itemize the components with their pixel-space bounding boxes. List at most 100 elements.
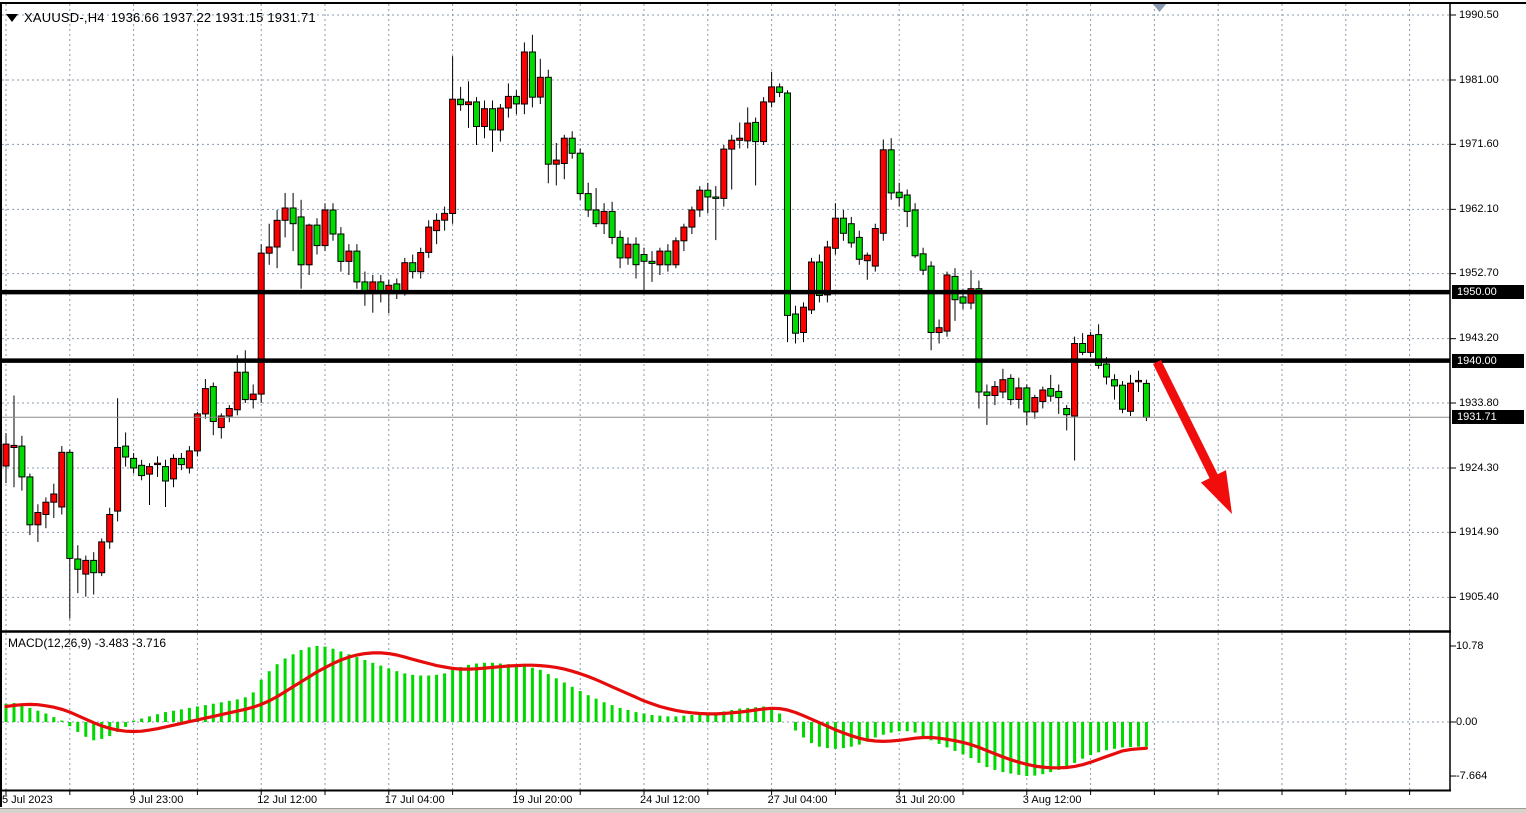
- candle-bear: [457, 98, 465, 106]
- candle-bear: [1095, 334, 1103, 366]
- candle-bear: [975, 288, 983, 393]
- trend-arrow-shaft[interactable]: [1152, 360, 1222, 485]
- candle-bull: [185, 450, 193, 469]
- candle-bull: [656, 250, 664, 266]
- macd-histogram-bar: [323, 646, 327, 722]
- candle-bull: [321, 209, 329, 247]
- macd-histogram-bar: [770, 707, 774, 722]
- macd-indicator-label: MACD(12,26,9) -3.483 -3.716: [8, 636, 167, 650]
- candle-bull: [943, 274, 951, 332]
- macd-histogram-bar: [810, 722, 813, 744]
- macd-histogram-bar: [267, 671, 271, 722]
- macd-signal-line: [4, 651, 1149, 770]
- macd-histogram-bar: [921, 722, 925, 737]
- chart-title: XAUUSD-,H4 1936.66 1937.22 1931.15 1931.…: [6, 10, 316, 25]
- macd-histogram-bar: [363, 660, 367, 722]
- macd-histogram-bar: [203, 705, 207, 722]
- candle-bull: [688, 209, 696, 228]
- macd-histogram-bar: [762, 706, 766, 722]
- candles-layer: [2, 34, 1150, 619]
- macd-histogram-bar: [522, 666, 526, 722]
- candle-bear: [664, 250, 672, 266]
- candle-bear: [911, 209, 919, 257]
- macd-histogram-bar: [1144, 722, 1148, 747]
- candle-bull: [744, 122, 752, 142]
- macd-histogram-bar: [1097, 722, 1101, 753]
- macd-histogram-bar: [722, 711, 726, 722]
- macd-histogram-bar: [953, 722, 957, 751]
- grid-layer: [2, 4, 1450, 790]
- time-tick-label: 17 Jul 04:00: [384, 794, 445, 806]
- macd-histogram-bar: [4, 703, 8, 722]
- bottom-frame-strip: [0, 808, 1526, 813]
- candle-bear: [632, 243, 640, 266]
- macd-histogram-bar: [1105, 722, 1108, 751]
- trend-arrow-head[interactable]: [1200, 470, 1232, 514]
- candle-bull: [760, 101, 768, 143]
- macd-histogram-bar: [12, 703, 16, 722]
- macd-histogram-bar: [977, 722, 981, 763]
- candle-bull: [624, 243, 632, 259]
- macd-histogram-bar: [794, 722, 797, 731]
- macd-histogram-bar: [275, 664, 279, 722]
- macd-histogram-bar: [435, 674, 439, 722]
- candle-bull: [281, 207, 289, 221]
- macd-histogram-bar: [817, 722, 821, 747]
- macd-histogram-bar: [714, 712, 718, 722]
- candle-bull: [249, 393, 257, 401]
- candle-bull: [871, 228, 879, 267]
- candle-bear: [130, 457, 138, 469]
- macd-histogram-bar: [674, 716, 678, 722]
- candle-bear: [473, 101, 480, 128]
- candle-bull: [114, 447, 122, 512]
- candle-bear: [640, 254, 648, 262]
- macd-histogram-bar: [594, 698, 598, 722]
- macd-histogram-bar: [259, 679, 263, 722]
- macd-histogram-bar: [610, 705, 614, 722]
- candle-bear: [241, 371, 249, 401]
- candle-bull: [728, 139, 736, 150]
- candle-bull: [417, 252, 425, 273]
- macd-histogram-bar: [1017, 722, 1021, 775]
- macd-histogram-bar: [873, 722, 877, 738]
- macd-histogram-bar: [993, 722, 997, 770]
- candle-bull: [401, 262, 409, 292]
- candle-bear: [337, 233, 345, 262]
- macd-histogram-bar: [379, 665, 383, 722]
- price-tick-label: 1933.80: [1459, 396, 1499, 409]
- candle-bear: [616, 236, 624, 259]
- macd-histogram-bar: [1121, 722, 1124, 748]
- candle-bull: [345, 250, 353, 262]
- macd-histogram-bar: [658, 715, 662, 722]
- candle-bull: [425, 226, 433, 253]
- macd-histogram: [4, 646, 1148, 776]
- macd-histogram-bar: [825, 722, 829, 749]
- price-tick-label: 1971.60: [1459, 137, 1499, 150]
- macd-histogram-bar: [419, 675, 423, 722]
- candle-bear: [895, 191, 903, 199]
- candle-bull: [672, 240, 680, 266]
- candle-bull: [273, 219, 281, 248]
- macd-histogram-bar: [746, 707, 750, 722]
- candle-bull: [449, 98, 457, 214]
- candle-bull: [481, 108, 488, 127]
- candle-bull: [2, 443, 10, 467]
- macd-histogram-bar: [570, 686, 574, 723]
- price-tick-label: 1943.20: [1459, 332, 1499, 345]
- candle-bull: [265, 246, 273, 254]
- candle-bull: [1127, 382, 1134, 412]
- macd-histogram-bar: [395, 671, 399, 722]
- macd-histogram-bar: [754, 707, 758, 722]
- macd-histogram-bar: [650, 715, 654, 722]
- candle-bear: [576, 152, 584, 195]
- macd-histogram-bar: [530, 667, 534, 722]
- candle-bear: [1103, 363, 1110, 378]
- price-tick-label: 1905.40: [1459, 590, 1499, 603]
- candle-bear: [1063, 408, 1071, 416]
- macd-histogram-bar: [459, 667, 463, 722]
- candle-bear: [18, 445, 26, 478]
- macd-histogram-bar: [857, 722, 861, 745]
- macd-tick-label: -7.664: [1456, 769, 1488, 782]
- candle-bull: [504, 95, 512, 109]
